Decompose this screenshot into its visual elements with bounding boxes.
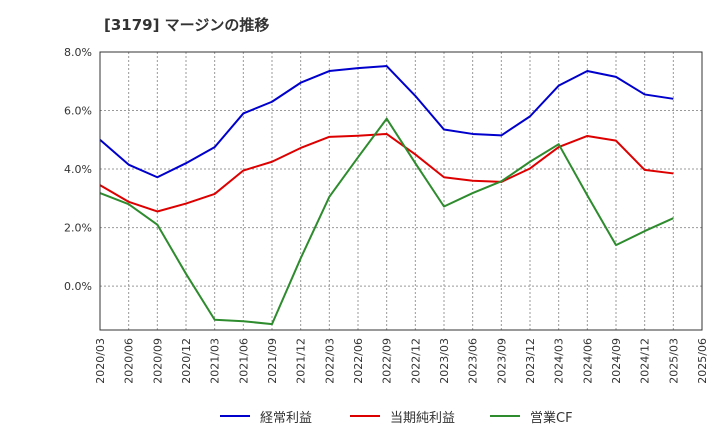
x-tick-label: 2023/03 <box>438 338 451 384</box>
x-tick-label: 2023/06 <box>467 338 480 384</box>
x-tick-label: 2025/06 <box>696 338 709 384</box>
y-tick-label: 2.0% <box>64 222 92 235</box>
x-tick-label: 2020/03 <box>94 338 107 384</box>
legend-label: 営業CF <box>530 410 573 426</box>
x-tick-label: 2021/03 <box>209 338 222 384</box>
x-axis-ticks: 2020/03 2020/06 2020/09 2020/12 2021/03 2021/… <box>94 338 709 384</box>
series-lines <box>99 65 674 326</box>
x-tick-label: 2021/09 <box>266 338 279 384</box>
chart-title: [3179] マージンの推移 <box>104 16 270 34</box>
x-tick-label: 2023/09 <box>495 338 508 384</box>
x-tick-label: 2024/03 <box>553 338 566 384</box>
legend-label: 当期純利益 <box>390 410 456 426</box>
legend-swatch <box>350 415 380 417</box>
x-tick-label: 2021/06 <box>237 338 250 384</box>
y-axis-ticks: 0.0% 2.0% 4.0% 6.0% 8.0% <box>64 46 92 293</box>
legend-item-1: 当期純利益 <box>350 404 455 428</box>
x-tick-label: 2020/12 <box>180 338 193 384</box>
x-tick-label: 2025/03 <box>667 338 680 384</box>
legend: 経常利益 当期純利益 営業CF <box>0 404 720 428</box>
x-tick-label: 2020/06 <box>123 338 136 384</box>
y-tick-label: 0.0% <box>64 280 92 293</box>
x-tick-label: 2023/12 <box>524 338 537 384</box>
x-tick-label: 2024/09 <box>610 338 623 384</box>
y-tick-label: 6.0% <box>64 105 92 118</box>
legend-swatch <box>490 415 520 417</box>
plot-border <box>99 51 703 331</box>
x-tick-label: 2022/03 <box>323 338 336 384</box>
grid-lines <box>100 51 702 330</box>
y-tick-label: 8.0% <box>64 46 92 59</box>
plot-frame <box>99 51 703 331</box>
y-tick-label: 4.0% <box>64 163 92 176</box>
x-tick-label: 2024/12 <box>639 338 652 384</box>
x-tick-label: 2020/09 <box>151 338 164 384</box>
x-tick-label: 2022/06 <box>352 338 365 384</box>
x-tick-label: 2022/12 <box>409 338 422 384</box>
x-tick-label: 2024/06 <box>581 338 594 384</box>
legend-label: 経常利益 <box>260 410 313 426</box>
legend-swatch <box>220 415 250 417</box>
x-tick-label: 2022/09 <box>381 338 394 384</box>
x-tick-label: 2021/12 <box>295 338 308 384</box>
legend-item-2: 営業CF <box>490 404 573 428</box>
legend-item-0: 経常利益 <box>220 404 312 428</box>
